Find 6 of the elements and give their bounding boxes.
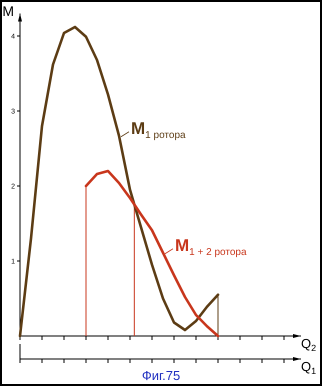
text: Фиг.75 <box>142 368 180 383</box>
x2-axis-title: Q$_{1}$ <box>301 359 316 376</box>
legend-label: M$_{1 + 2 ротора}$ <box>175 236 247 258</box>
y-axis-title: M <box>2 3 14 19</box>
x-axis-title: Q$_{2}$ <box>301 336 316 354</box>
legend-label: M$_{1 ротора}$ <box>131 118 186 140</box>
